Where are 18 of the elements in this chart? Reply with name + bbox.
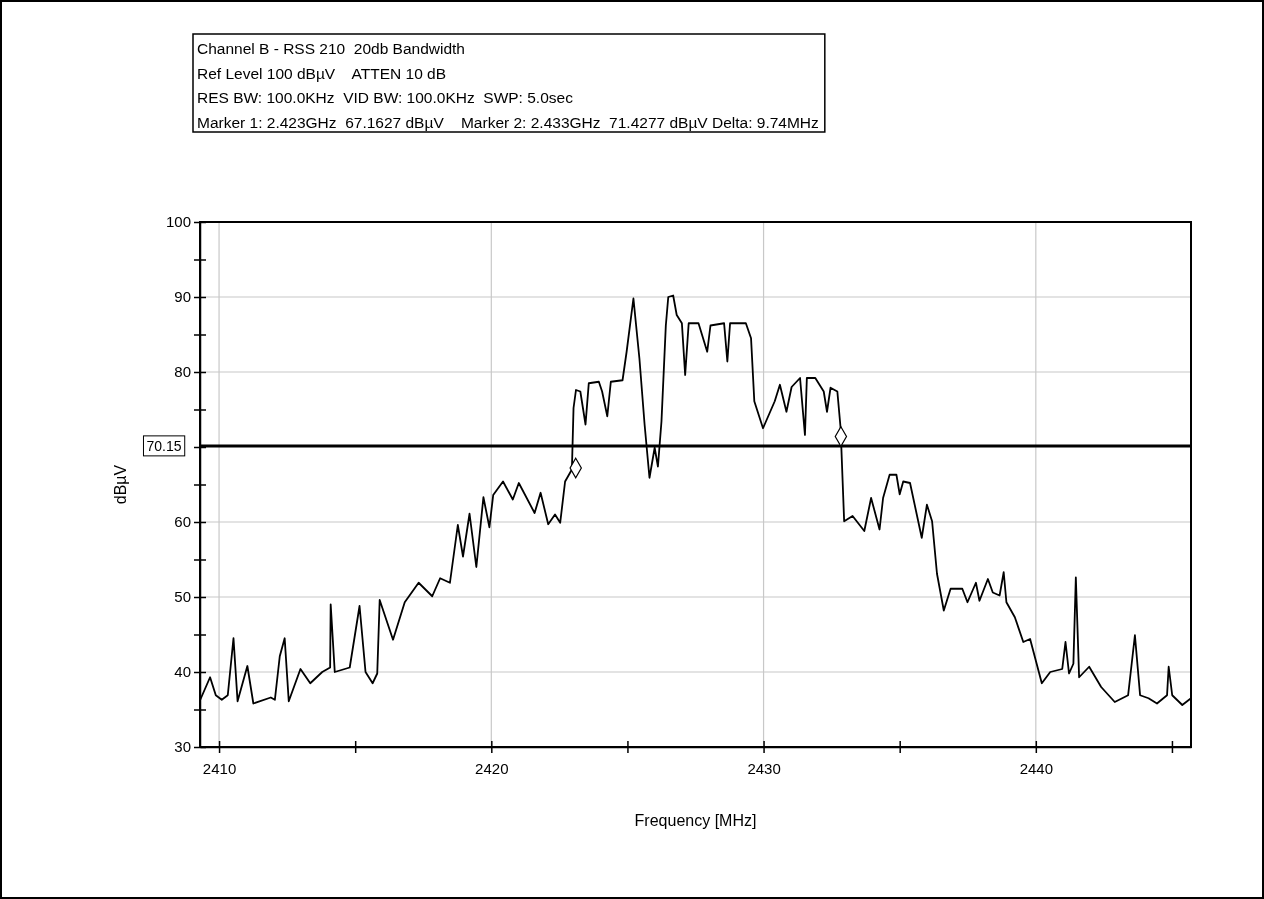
y-axis-title: dBµV [112,464,129,505]
x-tick-label: 2420 [475,760,509,777]
x-tick-label: 2410 [202,760,237,777]
text: Ref Level 100 dBµV ATTEN 10 dB [197,64,447,82]
text: Marker 1: 2.423GHz 67.1627 dBµV Marker 2: 2.433GHz 71.4277 dBµV Delta: 9.74MHz [197,113,819,131]
text: RES BW: 100.0KHz VID BW: 100.0KHz SWP: 5.0sec [197,89,574,106]
y-tick-label: 100 [165,213,191,231]
y-tick-label: 60 [174,513,191,531]
y-tick-label: 50 [174,588,191,606]
y-tick-label: 30 [174,738,191,756]
ref-line-label: 70.15 [146,437,182,454]
x-axis-title: Frequency [MHz] [634,812,757,829]
y-tick-label: 40 [174,663,191,681]
x-tick-label: 2430 [747,760,781,777]
x-tick-label: 2440 [1019,760,1053,777]
chart-title: Channel B - RSS 210 20db Bandwidth [197,40,465,57]
y-tick-label: 80 [174,363,191,381]
y-tick-label: 90 [174,288,191,306]
